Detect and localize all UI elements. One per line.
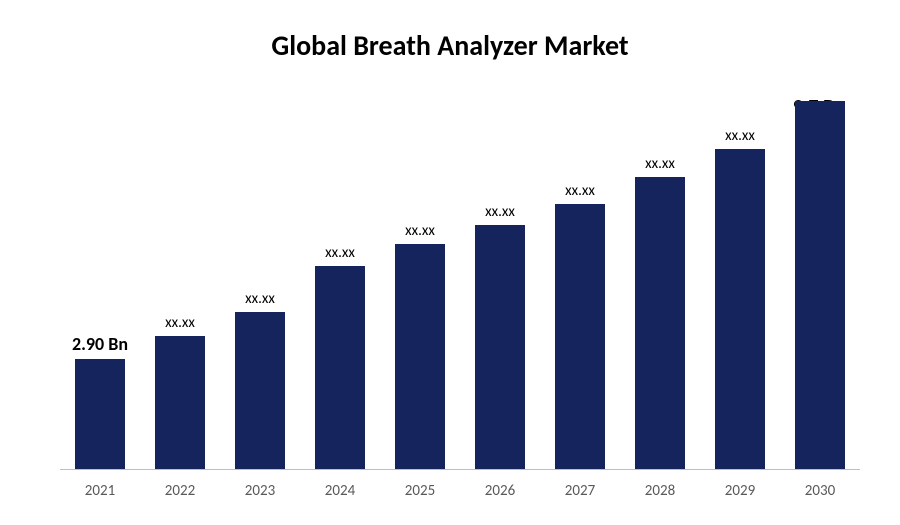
x-axis-label: 2027 (540, 482, 620, 500)
bar-wrap: 2.90 Bn (60, 90, 140, 469)
bar-value-label: xx.xx (325, 244, 355, 262)
chart-plot-area: 2.90 Bn xx.xx xx.xx xx.xx xx.xx xx.xx xx.xx xx.… (60, 90, 860, 470)
bars-container: 2.90 Bn xx.xx xx.xx xx.xx xx.xx xx.xx xx.xx xx.… (60, 90, 860, 470)
chart-title: Global Breath Analyzer Market (0, 0, 900, 63)
bar (635, 177, 685, 469)
x-axis-label: 2023 (220, 482, 300, 500)
bar-value-label: xx.xx (645, 155, 675, 173)
x-axis-label: 2025 (380, 482, 460, 500)
x-axis-label: 2021 (60, 482, 140, 500)
bar-value-label: xx.xx (405, 222, 435, 240)
bar-value-label: 2.90 Bn (72, 333, 128, 355)
x-axis-label: 2030 (780, 482, 860, 500)
bar-wrap: xx.xx (700, 90, 780, 469)
x-axis-label: 2028 (620, 482, 700, 500)
bar (75, 359, 125, 469)
bar (715, 149, 765, 469)
bar-value-label: xx.xx (725, 127, 755, 145)
bar-wrap: xx.xx (620, 90, 700, 469)
bar-wrap: xx.xx (300, 90, 380, 469)
x-axis-label: 2022 (140, 482, 220, 500)
bar (555, 204, 605, 469)
x-axis-label: 2026 (460, 482, 540, 500)
bar (315, 266, 365, 469)
bar-wrap: xx.xx (460, 90, 540, 469)
bar-value-label: xx.xx (565, 182, 595, 200)
bar-wrap: xx.xx (140, 90, 220, 469)
bar-wrap (780, 90, 860, 469)
x-axis-label: 2024 (300, 482, 380, 500)
bar-wrap: xx.xx (220, 90, 300, 469)
x-axis-label: 2029 (700, 482, 780, 500)
bar-wrap: xx.xx (540, 90, 620, 469)
bar-wrap: xx.xx (380, 90, 460, 469)
bar (395, 244, 445, 470)
bar (475, 225, 525, 469)
bar (155, 336, 205, 469)
bar-value-label: xx.xx (165, 314, 195, 332)
bar-value-label: xx.xx (485, 203, 515, 221)
bar-value-label: xx.xx (245, 290, 275, 308)
x-axis-labels: 2021202220232024202520262027202820292030 (60, 482, 860, 500)
bar (235, 312, 285, 469)
bar (795, 101, 845, 469)
